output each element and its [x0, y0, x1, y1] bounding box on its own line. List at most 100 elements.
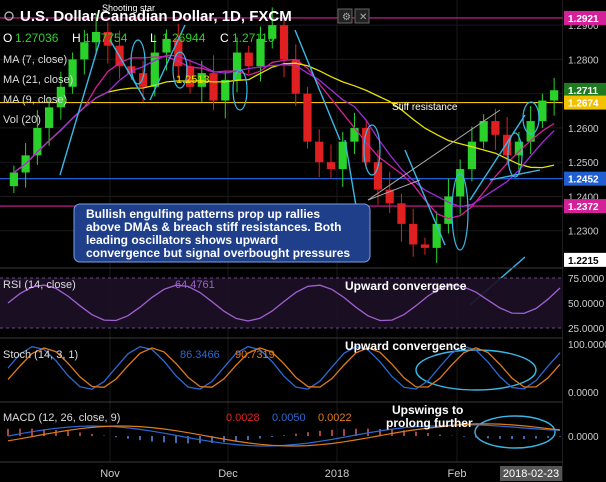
- rsi-tick: 75.0000: [568, 274, 605, 285]
- ma21-label[interactable]: MA (21, close): [3, 74, 73, 86]
- annotation-arrow: [469, 114, 526, 201]
- candle-body: [279, 25, 289, 60]
- ohlc-h-value: 1.27754: [84, 31, 128, 45]
- current-date-tag: [500, 466, 562, 481]
- price-tag-label: 1.2711: [568, 86, 598, 97]
- pointer-line: [367, 179, 421, 201]
- price-tag-label: 1.2674: [568, 99, 599, 110]
- candle-body: [338, 141, 347, 170]
- price-tick: 1.2900: [568, 21, 599, 32]
- annotation-arrow: [59, 39, 101, 176]
- highlight-ellipse: [507, 132, 523, 178]
- stoch-d-line: [7, 347, 561, 388]
- ma7-label[interactable]: MA (7, close): [3, 54, 67, 66]
- candle-body: [197, 73, 206, 87]
- candle-body: [221, 79, 230, 101]
- macd-histogram: [7, 428, 561, 444]
- info-line-4: convergence but signal overbought pressu…: [86, 246, 350, 260]
- stoch-d-value: 90.7319: [235, 349, 275, 361]
- macd-label[interactable]: MACD (12, 26, close, 9): [3, 412, 120, 424]
- candle-body: [91, 31, 101, 43]
- candle-body: [397, 203, 406, 224]
- candle-body: [503, 134, 512, 156]
- stiff-resistance-label: Stiff resistance: [392, 102, 458, 113]
- price-tag: [564, 82, 606, 97]
- symbol-search-icon[interactable]: [4, 11, 14, 21]
- chart-header: U.S. Dollar/Canadian Dollar, 1D, FXCM ⚙ …: [3, 8, 370, 126]
- highlight-ellipse: [172, 51, 188, 89]
- candle-body: [44, 107, 54, 128]
- price-tick: 1.2500: [568, 158, 599, 169]
- macd-note-2: prolong further: [386, 416, 473, 430]
- candle-body: [550, 90, 559, 101]
- ma-7-line: [13, 55, 555, 220]
- price-tag-label: 1.2921: [568, 14, 599, 25]
- candle-body: [244, 52, 253, 67]
- macd-signal-value: 0.0022: [318, 412, 352, 424]
- candle-body: [291, 59, 300, 94]
- price-tag: [564, 171, 606, 186]
- symbol-title[interactable]: U.S. Dollar/Canadian Dollar, 1D, FXCM: [20, 8, 292, 25]
- info-line-3: leading oscillators shows upward: [86, 233, 278, 247]
- macd-ellipse: [474, 415, 556, 449]
- candle-body: [538, 100, 547, 122]
- price-tag: [564, 10, 606, 25]
- ohlc-o-label: O: [3, 31, 12, 45]
- price-axis: 1.2900 1.2800 1.2600 1.2500 1.2400 1.2300 1.29…: [563, 0, 606, 482]
- pointer-line: [367, 109, 501, 201]
- macd-pane: MACD (12, 26, close, 9) 0.0028 0.0050 0.…: [3, 403, 561, 447]
- candle-body: [33, 127, 42, 156]
- info-box: Bullish engulfing patterns prop up ralli…: [73, 203, 371, 263]
- stoch-tick: 100.0000: [568, 340, 606, 351]
- svg-text:⚙: ⚙: [342, 12, 351, 23]
- stoch-pane: Stoch (14, 3, 1) 86.3466 90.7319 Upward …: [3, 339, 561, 390]
- candle-body: [432, 223, 441, 248]
- candle-body: [491, 121, 500, 135]
- macd-note-1: Upswings to: [392, 403, 463, 417]
- vol-label[interactable]: Vol (20): [3, 114, 41, 126]
- ma9-label[interactable]: MA (9, close): [3, 94, 67, 106]
- candle-body: [420, 244, 430, 248]
- ohlc-o-value: 1.27036: [15, 31, 59, 45]
- candle-body: [103, 31, 112, 46]
- ohlc-h-label: H: [72, 31, 81, 45]
- ohlc-c-label: C: [220, 31, 229, 45]
- candle-body: [456, 169, 465, 197]
- candle-body: [162, 38, 171, 53]
- annotation-arrow: [109, 39, 146, 101]
- time-axis: Nov Dec 2018 Feb 2018-02-23: [100, 466, 562, 481]
- price-tick: 1.2800: [568, 55, 599, 66]
- highlight-ellipse: [130, 39, 146, 85]
- macd-hist-value: 0.0028: [226, 412, 260, 424]
- rsi-note: Upward convergence: [345, 279, 467, 293]
- candle-body: [268, 25, 277, 39]
- rsi-line: [7, 284, 561, 322]
- price-tag-label: 1.2215: [568, 256, 599, 267]
- candle-body: [256, 38, 265, 67]
- candle-body: [526, 121, 535, 142]
- candle-body: [56, 86, 65, 108]
- close-icon[interactable]: [354, 8, 370, 24]
- rsi-pane: RSI (14, close) 64.4761 Upward convergen…: [0, 277, 563, 329]
- candle-body: [80, 42, 89, 60]
- candle-body: [138, 73, 148, 87]
- ma-9-line: [13, 54, 555, 208]
- candle-body: [409, 223, 418, 245]
- candle-body: [514, 141, 524, 156]
- candle-body: [209, 73, 218, 101]
- candle-body: [185, 66, 195, 87]
- price-tag-label: 1.2452: [568, 175, 599, 186]
- candle-body: [68, 59, 77, 87]
- candle-body: [150, 52, 159, 87]
- candle-body: [479, 121, 488, 142]
- moving-averages: [13, 54, 555, 220]
- candle-body: [362, 127, 371, 163]
- candle-body: [232, 52, 242, 80]
- annotation-arrow: [489, 169, 541, 181]
- settings-icon[interactable]: [337, 8, 353, 24]
- price-tag: [564, 252, 606, 267]
- stoch-label[interactable]: Stoch (14, 3, 1): [3, 349, 78, 361]
- rsi-label[interactable]: RSI (14, close): [3, 279, 76, 291]
- ma21-value: 1.2513: [176, 74, 210, 86]
